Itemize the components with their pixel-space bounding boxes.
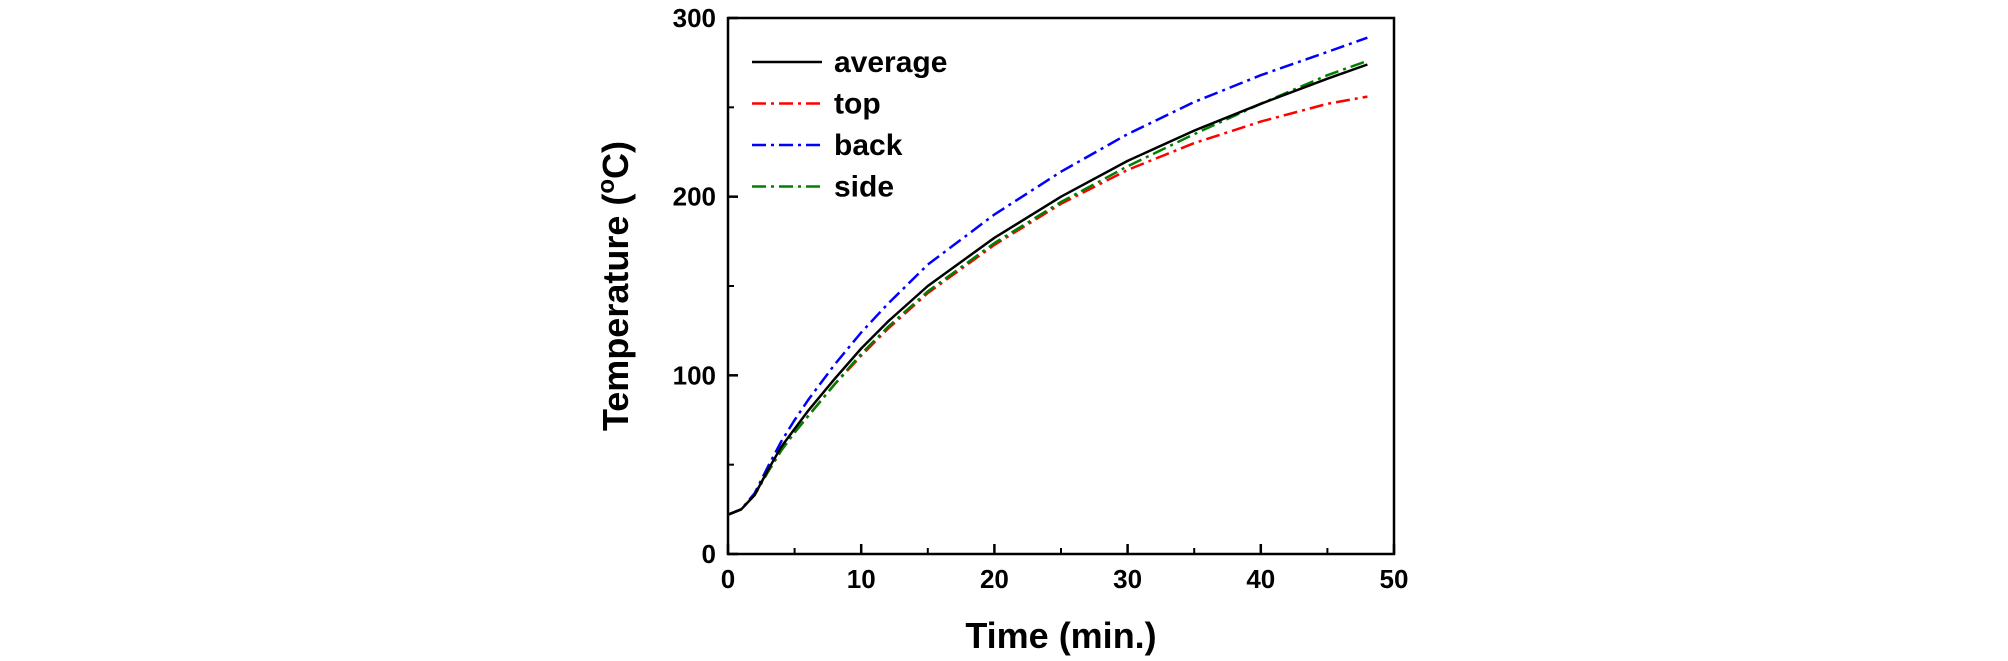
x-tick-label: 50 bbox=[1380, 564, 1409, 594]
legend: average top back side bbox=[752, 46, 947, 204]
legend-label-back: back bbox=[834, 129, 903, 162]
y-axis-title-end: C) bbox=[595, 141, 636, 179]
y-tick-label: 300 bbox=[673, 3, 716, 33]
x-axis-ticks: 0 10 20 30 40 50 bbox=[721, 544, 1409, 594]
y-tick-label: 0 bbox=[702, 539, 716, 569]
y-axis-ticks: 0 100 200 300 bbox=[673, 3, 738, 569]
y-tick-label: 200 bbox=[673, 182, 716, 212]
series-line-back bbox=[727, 36, 1368, 516]
x-tick-label: 0 bbox=[721, 564, 735, 594]
x-tick-label: 20 bbox=[980, 564, 1009, 594]
y-axis-title-main: Temperature ( bbox=[595, 194, 636, 431]
y-tick-label: 100 bbox=[673, 360, 716, 390]
x-tick-label: 30 bbox=[1113, 564, 1142, 594]
x-tick-label: 40 bbox=[1246, 564, 1275, 594]
y-axis-title-superscript: o bbox=[593, 179, 620, 194]
series-line-side bbox=[727, 59, 1368, 516]
x-tick-label: 10 bbox=[847, 564, 876, 594]
y-axis-title: Temperature (oC) bbox=[593, 141, 636, 431]
x-axis-title: Time (min.) bbox=[965, 615, 1156, 656]
plot-area bbox=[726, 16, 1396, 556]
legend-label-average: average bbox=[834, 46, 947, 79]
plot-frame bbox=[726, 16, 1396, 556]
series-line-top bbox=[727, 95, 1368, 516]
legend-label-side: side bbox=[834, 171, 894, 204]
legend-label-top: top bbox=[834, 88, 881, 121]
series-line-average bbox=[727, 63, 1368, 516]
series-layer bbox=[727, 36, 1368, 516]
